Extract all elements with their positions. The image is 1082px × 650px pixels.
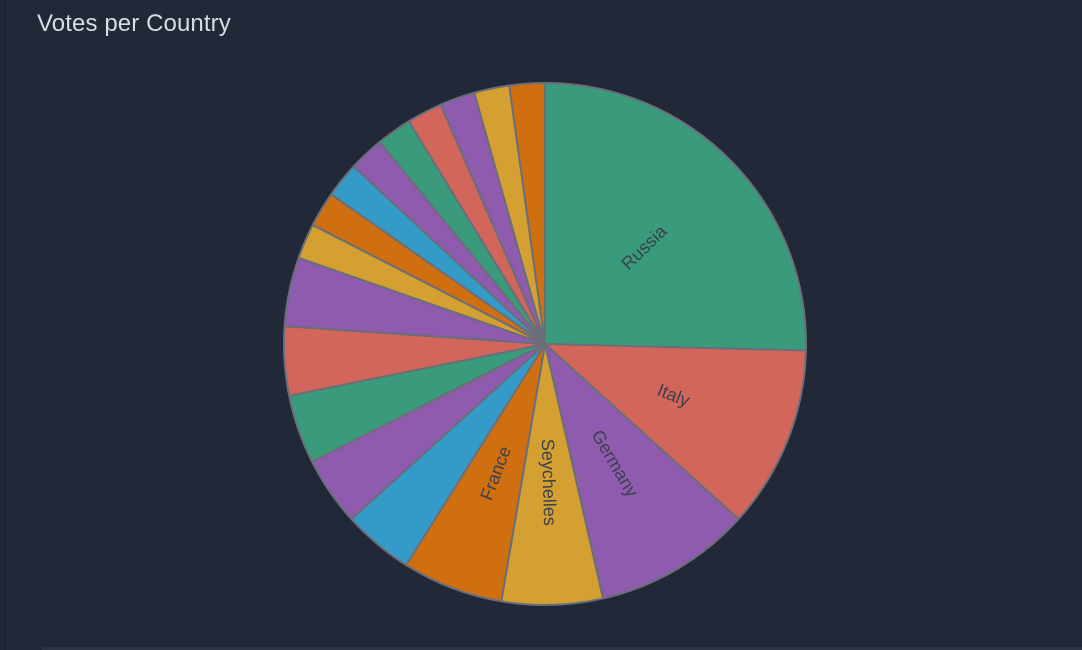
pie-slices [283, 82, 807, 606]
panel-title: Votes per Country [37, 10, 231, 37]
pie-slice-russia[interactable] [544, 82, 807, 352]
pie-slice-italy[interactable] [544, 343, 807, 521]
pie-label-seychelles: Seychelles [538, 439, 560, 527]
panel-divider [42, 647, 1082, 650]
pie-slice-germany[interactable] [544, 343, 740, 600]
pie-slice-19[interactable] [508, 82, 546, 345]
